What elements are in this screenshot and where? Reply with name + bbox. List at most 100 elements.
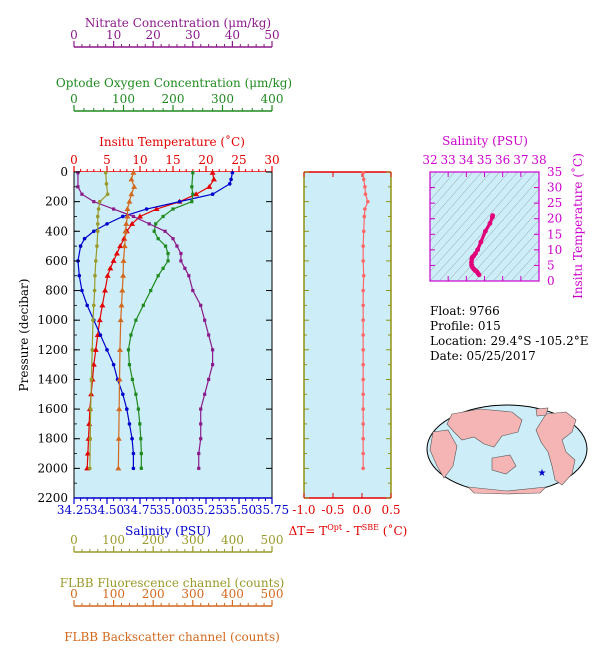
fluorescence-point bbox=[93, 259, 98, 263]
oxygen-tick-label: 100 bbox=[112, 92, 135, 106]
oxygen-point bbox=[190, 200, 194, 204]
backscatter-point bbox=[115, 435, 122, 441]
ts-plot-series bbox=[469, 213, 496, 278]
oxygen-point bbox=[163, 244, 168, 248]
temperature-tick-label: 10 bbox=[132, 153, 147, 167]
backscatter-tick-label: 100 bbox=[102, 587, 125, 601]
pressure-axis-title: Pressure (decibar) bbox=[17, 279, 31, 392]
float-location-marker: ★ bbox=[538, 468, 547, 479]
nitrate-point bbox=[197, 466, 201, 470]
ts-y-tick-label: 25 bbox=[547, 196, 562, 210]
oxygen-tick-label: 200 bbox=[162, 92, 185, 106]
pressure-tick-label: 1000 bbox=[37, 313, 68, 327]
delta-point bbox=[361, 318, 365, 322]
oxygen-point bbox=[139, 437, 143, 441]
temperature-axis-title: Insitu Temperature (˚C) bbox=[99, 134, 245, 149]
salinity-tick-label: 35.25 bbox=[189, 503, 223, 517]
isopycnal-line bbox=[438, 172, 537, 281]
salinity-point bbox=[82, 236, 87, 241]
temperature-point bbox=[209, 169, 216, 175]
nitrate-point bbox=[207, 377, 211, 382]
salinity-point bbox=[177, 199, 182, 204]
pressure-tick-label: 1600 bbox=[37, 402, 68, 416]
nitrate-point bbox=[199, 407, 203, 411]
pressure-tick-label: 600 bbox=[45, 254, 68, 268]
nitrate-tick-label: 30 bbox=[185, 28, 200, 42]
location: Location: 29.4°S -105.2°E bbox=[430, 334, 588, 348]
ts-y-tick-label: 35 bbox=[547, 165, 562, 179]
salinity-point bbox=[77, 273, 82, 278]
fluorescence-point bbox=[95, 214, 100, 219]
salinity-point bbox=[131, 466, 136, 471]
backscatter-point bbox=[118, 302, 125, 308]
backscatter-point bbox=[131, 183, 138, 189]
oxygen-tick-label: 0 bbox=[70, 92, 78, 106]
fluorescence-point bbox=[93, 273, 97, 278]
ts-point bbox=[490, 213, 496, 219]
backscatter-point bbox=[126, 198, 133, 204]
oxygen-point bbox=[139, 451, 143, 456]
map-land-africa bbox=[429, 429, 458, 479]
delta-point bbox=[363, 192, 368, 197]
fluorescence-tick-label: 400 bbox=[221, 533, 244, 547]
temperature-tick-label: 30 bbox=[264, 153, 279, 167]
pressure-tick-label: 2200 bbox=[37, 491, 68, 505]
salinity-point bbox=[111, 362, 116, 367]
delta-point bbox=[361, 451, 365, 456]
fluorescence-point bbox=[92, 303, 96, 308]
nitrate-tick-label: 10 bbox=[106, 28, 121, 42]
fluorescence-axis: FLBB Fluorescence channel (counts) 0 100 2… bbox=[60, 533, 285, 590]
temperature-point bbox=[107, 265, 114, 271]
oxygen-point bbox=[161, 266, 165, 270]
fluorescence-point bbox=[88, 407, 93, 411]
temperature-point bbox=[96, 317, 103, 323]
backscatter-point bbox=[116, 346, 123, 352]
oxygen-point bbox=[134, 392, 138, 396]
salinity-point bbox=[131, 451, 136, 456]
backscatter-axis-title: FLBB Backscatter channel (counts) bbox=[64, 630, 280, 644]
salinity-point bbox=[105, 222, 109, 226]
temperature-tick-label: 5 bbox=[103, 153, 111, 167]
ts-x-tick-label: 34 bbox=[459, 153, 475, 167]
ts-plot-area bbox=[430, 172, 539, 281]
backscatter-point bbox=[123, 220, 130, 226]
fluorescence-tick-label: 500 bbox=[261, 533, 284, 547]
delta-x-tick-label: -1.0 bbox=[292, 503, 315, 517]
ts-y-tick-label: 30 bbox=[547, 181, 562, 195]
fluorescence-point bbox=[105, 192, 110, 197]
delta-point bbox=[361, 333, 365, 337]
backscatter-point bbox=[128, 176, 135, 182]
temperature-point bbox=[153, 206, 160, 212]
pressure-tick-label: 0 bbox=[60, 165, 68, 179]
ts-x-tick-label: 38 bbox=[531, 153, 546, 167]
fluorescence-tick-label: 100 bbox=[102, 533, 125, 547]
backscatter-tick-label: 0 bbox=[70, 587, 78, 601]
temperature-tick-label: 15 bbox=[165, 153, 180, 167]
delta-x-tick-label: 0.0 bbox=[352, 503, 371, 517]
backscatter-point bbox=[120, 257, 127, 263]
isopycnal-line bbox=[430, 172, 501, 252]
oxygen-point bbox=[166, 251, 170, 256]
temperature-point bbox=[137, 213, 143, 219]
fluorescence-point bbox=[90, 348, 95, 352]
temperature-point bbox=[206, 183, 213, 189]
ts-y-tick-label: 0 bbox=[547, 274, 555, 288]
fluorescence-tick-label: 300 bbox=[181, 533, 204, 547]
backscatter-point bbox=[130, 169, 137, 175]
backscatter-tick-label: 300 bbox=[181, 587, 204, 601]
backscatter-point bbox=[116, 406, 123, 412]
ts-y-tick-label: 20 bbox=[547, 212, 562, 226]
isopycnal-line bbox=[501, 239, 539, 281]
nitrate-point bbox=[191, 288, 195, 293]
float-info: Float: 9766 Profile: 015 Location: 29.4°… bbox=[430, 304, 588, 363]
ts-y-tick-label: 5 bbox=[547, 258, 555, 272]
fluorescence-point bbox=[88, 436, 93, 441]
isopycnal-line bbox=[456, 188, 539, 281]
oxygen-point bbox=[191, 192, 195, 196]
world-map: ★ bbox=[426, 404, 588, 495]
isopycnal-line bbox=[430, 172, 528, 281]
temperature-point bbox=[92, 346, 99, 352]
nitrate-point bbox=[163, 229, 167, 233]
temperature-point bbox=[104, 272, 111, 278]
nitrate-point bbox=[76, 185, 80, 189]
